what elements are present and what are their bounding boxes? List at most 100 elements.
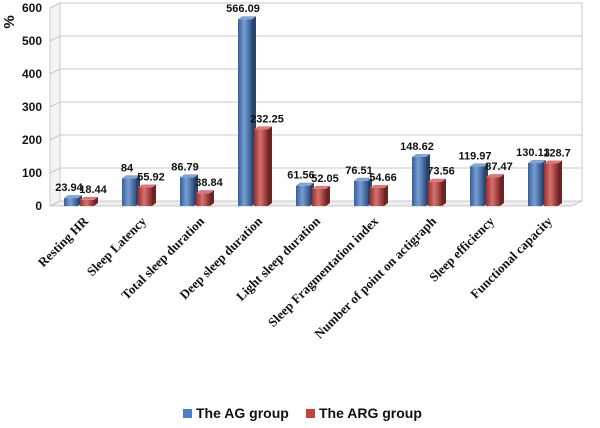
bar-top <box>254 126 272 130</box>
bar <box>80 196 98 206</box>
data-label: 54.66 <box>369 172 397 184</box>
bar-body <box>428 181 442 206</box>
bar-side <box>442 178 446 206</box>
bar-body <box>238 19 252 206</box>
bar <box>544 160 562 206</box>
bar-top <box>354 177 372 181</box>
bar-body <box>180 177 194 206</box>
bar-side <box>210 190 214 206</box>
bar-top <box>528 160 546 164</box>
y-tick-label: 100 <box>22 166 42 180</box>
bar-side <box>268 126 272 206</box>
bar-body <box>138 187 152 206</box>
legend-item: The ARG group <box>306 405 422 421</box>
data-label: 130.13 <box>516 147 550 159</box>
bar-top <box>64 195 82 199</box>
bar-body <box>122 178 136 206</box>
bar <box>370 184 388 206</box>
bar <box>428 178 446 206</box>
y-tick-label: 300 <box>22 100 42 114</box>
bar-body <box>254 129 268 206</box>
bar-top <box>486 174 504 178</box>
bar-side <box>326 185 330 206</box>
y-axis-label: % <box>1 15 18 28</box>
y-tick-label: 0 <box>35 199 42 213</box>
bar-body <box>80 199 94 206</box>
data-label: 23.94 <box>55 182 83 194</box>
data-label: 38.84 <box>195 177 223 189</box>
bar-body <box>544 163 558 206</box>
bar-top <box>180 174 198 178</box>
data-label: 61.56 <box>287 170 315 182</box>
bar-body <box>486 177 500 206</box>
bar-top <box>370 184 388 188</box>
data-label: 87.47 <box>485 161 513 173</box>
data-label: 566.09 <box>226 3 260 15</box>
legend: The AG group The ARG group <box>183 405 422 421</box>
bar-side <box>558 160 562 206</box>
legend-label: The AG group <box>196 405 289 421</box>
bar-top <box>544 160 562 164</box>
bar-top <box>80 196 98 200</box>
bar-body <box>296 185 310 206</box>
bar-side <box>94 196 98 206</box>
gridline <box>49 68 582 75</box>
y-tick-label: 500 <box>22 34 42 48</box>
x-tick-label: Number of point on actigraph <box>311 213 439 341</box>
bar-top <box>312 185 330 189</box>
y-tick-label: 400 <box>22 67 42 81</box>
bar <box>254 126 272 206</box>
bar-side <box>384 184 388 206</box>
bar <box>412 153 430 206</box>
x-tick-label: Sleep Fragmentation index <box>265 213 382 330</box>
bar <box>528 160 546 206</box>
gridline <box>49 167 582 174</box>
bar <box>64 195 82 206</box>
bar-top <box>196 190 214 194</box>
data-label: 86.79 <box>171 161 199 173</box>
bar-body <box>312 188 326 206</box>
bar-top <box>238 16 256 20</box>
bar-top <box>428 178 446 182</box>
bar-body <box>470 166 484 206</box>
data-label: 232.25 <box>250 113 284 125</box>
bar-body <box>528 163 542 206</box>
bar-body <box>412 156 426 206</box>
bar-side <box>152 184 156 206</box>
bar-top <box>122 175 140 179</box>
bar <box>196 190 214 206</box>
data-label: 52.05 <box>311 173 339 185</box>
y-tick-label: 600 <box>22 1 42 15</box>
gridline <box>49 134 582 141</box>
bar-body <box>370 187 384 206</box>
data-label: 76.51 <box>345 165 373 177</box>
y-tick-label: 200 <box>22 133 42 147</box>
bar <box>296 182 314 206</box>
bar <box>486 174 504 206</box>
legend-item: The AG group <box>183 405 289 421</box>
bar-top <box>412 153 430 157</box>
bar-top <box>296 182 314 186</box>
x-tick-label: Resting HR <box>35 213 92 270</box>
bar-body <box>64 198 78 206</box>
legend-swatch <box>183 409 192 418</box>
bar-side <box>500 174 504 206</box>
bar <box>238 16 256 206</box>
bar-body <box>196 193 210 206</box>
gridline <box>49 2 582 9</box>
data-label: 84 <box>121 162 134 174</box>
data-label: 119.97 <box>458 150 491 162</box>
legend-swatch <box>306 409 315 418</box>
bar <box>138 184 156 206</box>
gridline <box>49 35 582 42</box>
bar-top <box>470 163 488 167</box>
data-label: 55.92 <box>137 172 165 184</box>
bar <box>312 185 330 206</box>
bar-body <box>354 180 368 206</box>
data-label: 148.62 <box>400 141 434 153</box>
gridline <box>49 101 582 108</box>
data-label: 128.7 <box>543 148 571 160</box>
legend-label: The ARG group <box>319 405 422 421</box>
